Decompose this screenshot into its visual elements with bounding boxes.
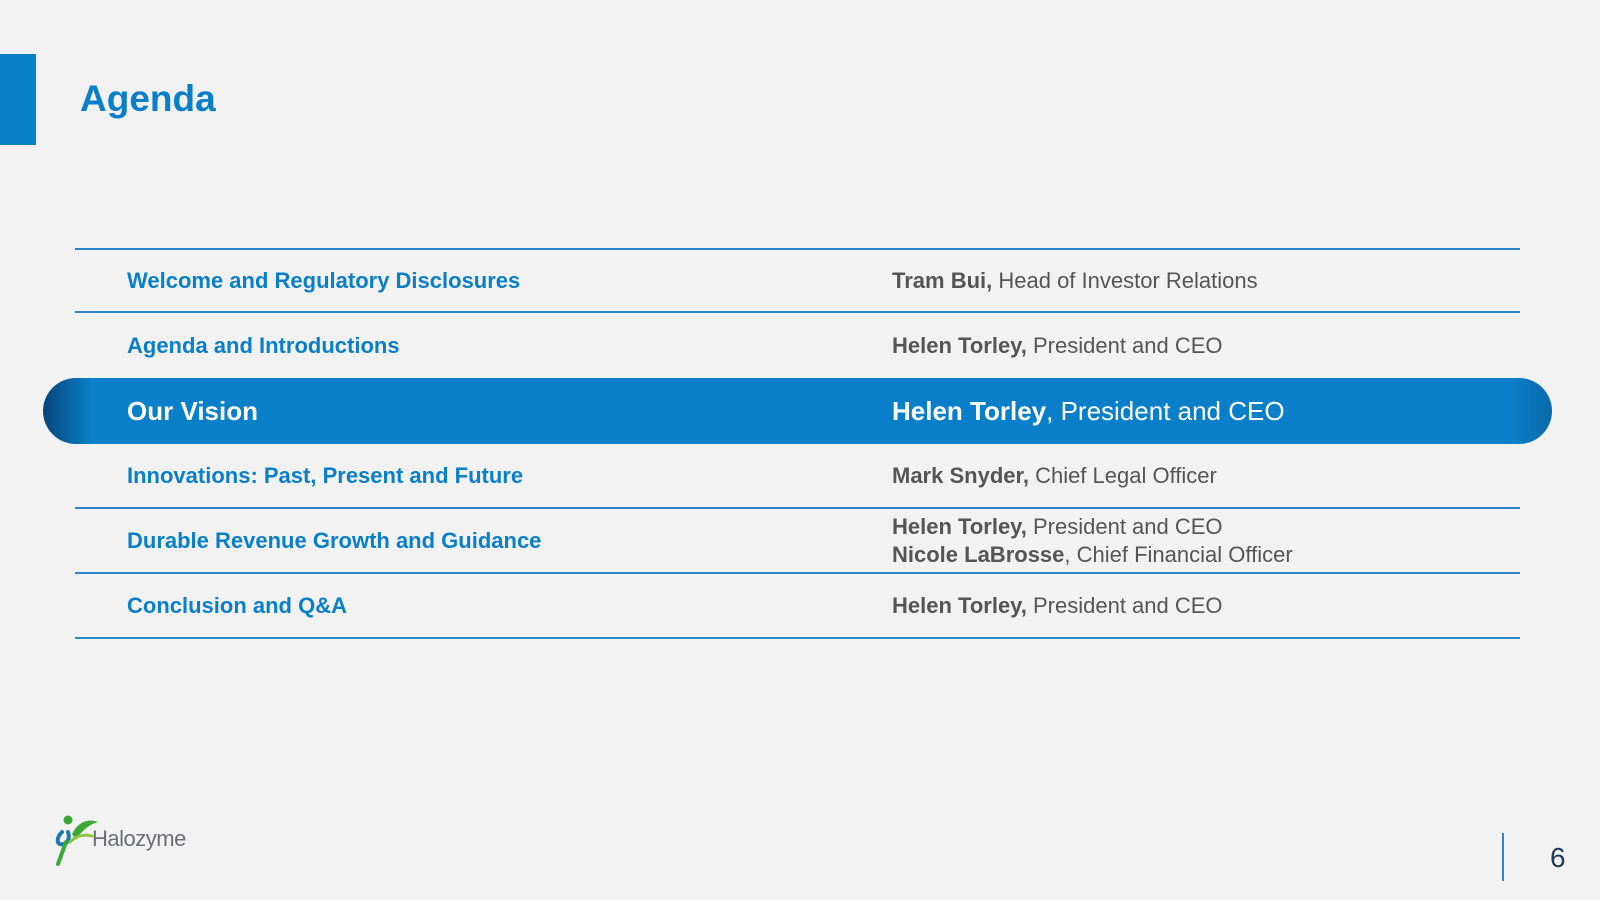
page-title: Agenda <box>80 78 216 119</box>
halozyme-logo-icon <box>55 815 98 866</box>
speaker-name: Mark Snyder, <box>892 462 1029 488</box>
speaker-role: , President and CEO <box>1046 396 1285 426</box>
logo-text: Halozyme <box>92 826 186 851</box>
agenda-speaker: Helen Torley, President and CEO <box>892 592 1223 620</box>
agenda-row: Agenda and Introductions Helen Torley, P… <box>75 313 1520 378</box>
page-number-divider <box>1502 833 1504 881</box>
speaker-name: Helen Torley, <box>892 513 1027 539</box>
agenda-topic: Agenda and Introductions <box>127 332 400 358</box>
speaker-role: President and CEO <box>1026 332 1223 358</box>
speaker-name: Helen Torley <box>892 396 1047 426</box>
speaker-name: Helen Torley, <box>892 592 1027 618</box>
agenda-row: Durable Revenue Growth and Guidance Hele… <box>75 509 1520 574</box>
speaker-name: Nicole LaBrosse <box>892 541 1065 567</box>
agenda-topic: Our Vision <box>127 395 258 426</box>
speaker-name: Helen Torley, <box>892 332 1027 358</box>
agenda-speaker: Helen Torley, President and CEO Nicole L… <box>892 513 1293 569</box>
agenda-speaker: Tram Bui, Head of Investor Relations <box>892 267 1258 295</box>
speaker-role: President and CEO <box>1026 513 1223 539</box>
speaker-name: Tram Bui, <box>892 267 993 293</box>
agenda-table: Welcome and Regulatory Disclosures Tram … <box>43 248 1552 639</box>
speaker-line: Nicole LaBrosse, Chief Financial Officer <box>892 541 1293 569</box>
agenda-row: Welcome and Regulatory Disclosures Tram … <box>75 248 1520 313</box>
agenda-topic: Durable Revenue Growth and Guidance <box>127 527 542 553</box>
agenda-speaker: Mark Snyder, Chief Legal Officer <box>892 462 1217 490</box>
speaker-role: Chief Legal Officer <box>1028 462 1217 488</box>
agenda-speaker: Helen Torley, President and CEO <box>892 397 1285 425</box>
agenda-topic: Welcome and Regulatory Disclosures <box>127 267 521 293</box>
speaker-role: President and CEO <box>1026 592 1223 618</box>
agenda-topic: Innovations: Past, Present and Future <box>127 462 524 488</box>
speaker-line: Helen Torley, President and CEO <box>892 513 1293 541</box>
speaker-role: Head of Investor Relations <box>992 267 1258 293</box>
agenda-row: Innovations: Past, Present and Future Ma… <box>75 444 1520 509</box>
agenda-row: Conclusion and Q&A Helen Torley, Preside… <box>75 574 1520 639</box>
agenda-speaker: Helen Torley, President and CEO <box>892 332 1223 360</box>
speaker-role: , Chief Financial Officer <box>1064 541 1293 567</box>
page-number: 6 <box>1550 842 1566 873</box>
title-accent-bar <box>0 54 36 145</box>
agenda-row-highlighted: Our Vision Helen Torley, President and C… <box>43 378 1552 444</box>
agenda-topic: Conclusion and Q&A <box>127 592 347 618</box>
